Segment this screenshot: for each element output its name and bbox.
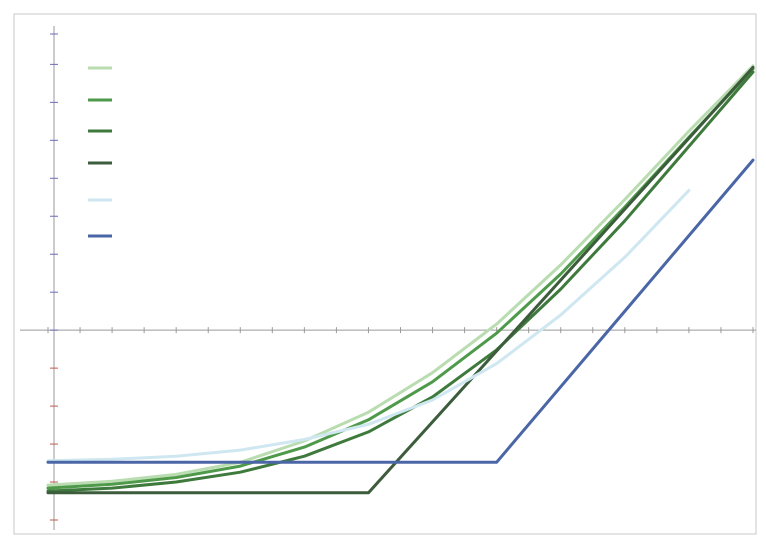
axes-layer <box>20 26 756 530</box>
series-line-4 <box>46 188 691 463</box>
series-line-2 <box>46 70 755 493</box>
legend <box>88 66 112 238</box>
series-line-5 <box>46 158 755 464</box>
series-layer <box>46 64 755 495</box>
chart-frame <box>13 13 757 535</box>
series-line-0 <box>46 64 755 487</box>
series-line-3 <box>46 65 755 495</box>
